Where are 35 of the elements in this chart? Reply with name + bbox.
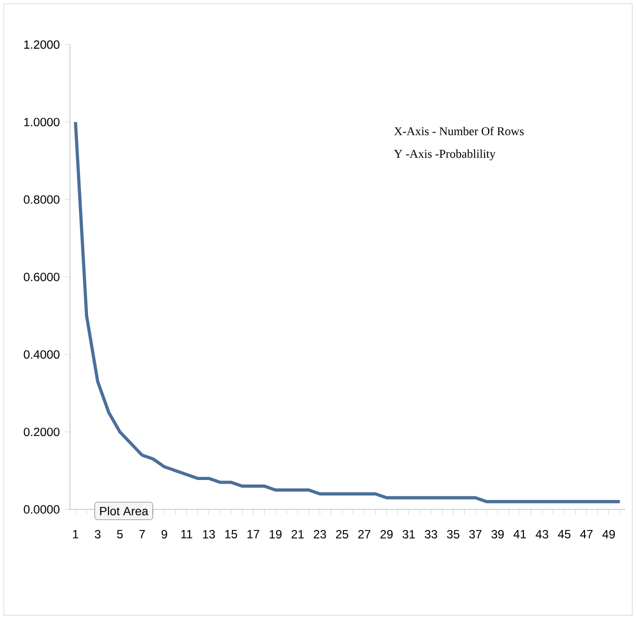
y-tick-label: 0.4000 — [24, 350, 60, 359]
x-tick-label: 27 — [358, 530, 370, 538]
y-tick-label: 0.8000 — [24, 195, 60, 204]
y-tick-label: 0.0000 — [24, 505, 60, 514]
x-tick-label: 47 — [580, 530, 593, 538]
x-tick-label: 45 — [558, 530, 570, 538]
x-tick-label: 23 — [314, 530, 326, 539]
x-tick-label: 19 — [270, 530, 282, 539]
x-tick-label: 3 — [94, 530, 100, 539]
x-tick-label: 43 — [536, 530, 548, 539]
y-tick-label: 1.0000 — [24, 118, 60, 126]
annotation: Plot Area — [100, 506, 148, 516]
x-tick-label: 33 — [424, 530, 438, 539]
x-tick-label: 39 — [491, 530, 504, 539]
y-tick-label: 0.2000 — [24, 428, 60, 436]
x-tick-label: 35 — [447, 530, 460, 539]
x-tick-label: 49 — [602, 530, 615, 539]
x-tick-label: 21 — [292, 530, 304, 538]
y-tick-label: 0.6000 — [24, 272, 60, 282]
x-tick-label: 31 — [402, 530, 415, 539]
x-tick-label: 41 — [513, 530, 526, 538]
x-tick-label: 37 — [469, 530, 482, 539]
x-tick-label: 25 — [336, 530, 348, 539]
x-tick-label: 1 — [73, 530, 78, 538]
x-tick-label: 9 — [162, 530, 168, 539]
x-tick-label: 29 — [380, 530, 393, 539]
x-tick-label: 17 — [248, 530, 260, 538]
x-tick-label: 7 — [139, 530, 145, 538]
x-tick-label: 5 — [117, 530, 123, 538]
annotation: X-Axis - Number Of Rows — [394, 126, 524, 136]
x-tick-label: 11 — [181, 530, 192, 538]
x-tick-label: 15 — [225, 530, 238, 538]
y-tick-label: 1.2000 — [24, 40, 60, 49]
x-tick-label: 13 — [203, 530, 215, 539]
annotation: Y -Axis -Probablility — [394, 149, 496, 160]
